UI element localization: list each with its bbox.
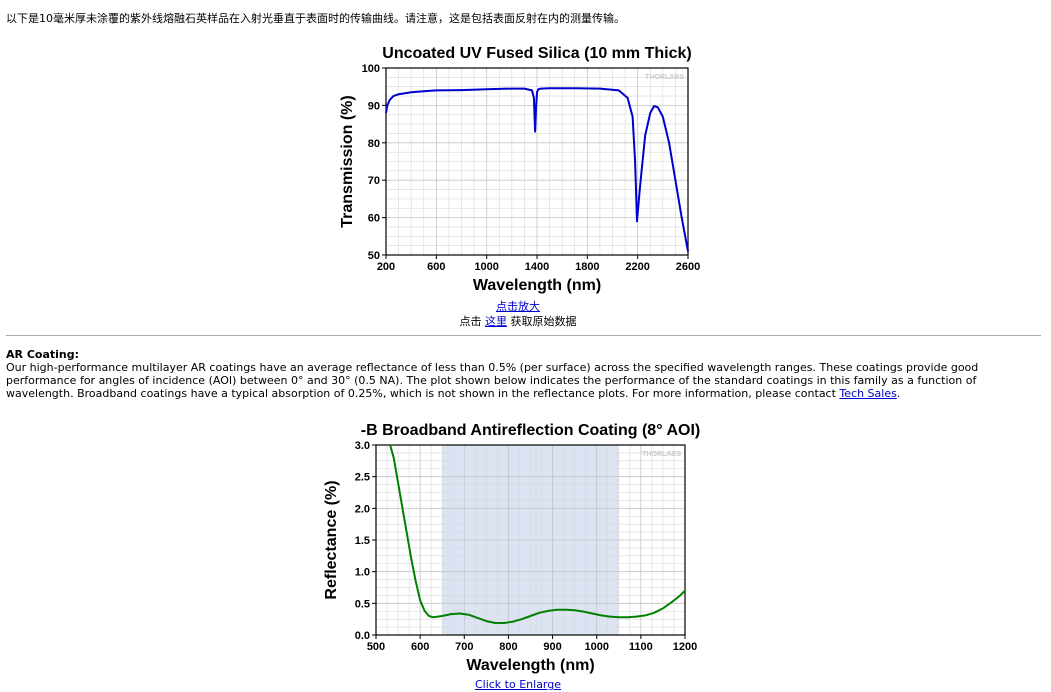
y-tick-label: 70 [368, 175, 380, 187]
x-tick-label: 700 [455, 641, 473, 653]
x-tick-label: 1200 [673, 641, 697, 653]
x-axis-label: Wavelength (nm) [473, 277, 601, 294]
y-tick-label: 60 [368, 213, 380, 225]
y-tick-label: 0.5 [355, 598, 370, 610]
ar-coating-body: Our high-performance multilayer AR coati… [6, 361, 1042, 400]
ar-coating-heading: AR Coating: [6, 348, 79, 361]
x-tick-label: 1800 [575, 261, 599, 273]
y-tick-label: 90 [368, 100, 380, 112]
x-tick-label: 600 [411, 641, 429, 653]
section-divider [6, 335, 1041, 336]
series-line [385, 87, 689, 252]
x-tick-label: 200 [377, 261, 395, 273]
x-tick-label: 1100 [629, 641, 653, 653]
reflectance-chart-svg: -B Broadband Antireflection Coating (8° … [323, 422, 700, 674]
x-tick-label: 500 [367, 641, 385, 653]
thorlabs-watermark: THORLABS [642, 451, 681, 458]
ar-coating-section: AR Coating: Our high-performance multila… [6, 348, 1042, 400]
x-tick-label: 600 [427, 261, 445, 273]
x-tick-label: 2600 [676, 261, 700, 273]
y-tick-label: 2.5 [355, 472, 370, 484]
intro-text: 以下是10毫米厚未涂覆的紫外线熔融石英样品在入射光垂直于表面时的传输曲线。请注意… [6, 12, 625, 25]
y-tick-label: 1.0 [355, 567, 370, 579]
x-tick-label: 1000 [584, 641, 608, 653]
y-tick-label: 50 [368, 250, 380, 262]
ar-coating-end: . [896, 387, 901, 400]
chart-title: -B Broadband Antireflection Coating (8° … [361, 422, 700, 439]
ar-coating-text: Our high-performance multilayer AR coati… [6, 361, 979, 400]
enlarge-link[interactable]: 点击放大 [496, 300, 540, 313]
y-tick-label: 1.5 [355, 535, 370, 547]
raw-data-suffix: 获取原始数据 [507, 315, 577, 328]
x-tick-label: 900 [543, 641, 561, 653]
y-axis-label: Reflectance (%) [323, 480, 340, 599]
x-tick-label: 1000 [474, 261, 498, 273]
y-tick-label: 2.0 [355, 503, 370, 515]
y-tick-label: 80 [368, 138, 380, 150]
tech-sales-link[interactable]: Tech Sales [839, 387, 897, 400]
chart-title: Uncoated UV Fused Silica (10 mm Thick) [382, 45, 691, 62]
thorlabs-watermark: THORLABS [645, 74, 684, 81]
x-tick-label: 1400 [525, 261, 549, 273]
transmission-chart: Uncoated UV Fused Silica (10 mm Thick) TH… [330, 40, 710, 295]
y-tick-label: 100 [362, 63, 380, 75]
x-axis-label: Wavelength (nm) [466, 657, 594, 674]
transmission-chart-svg: Uncoated UV Fused Silica (10 mm Thick) TH… [339, 45, 700, 294]
y-axis-label: Transmission (%) [339, 95, 356, 227]
raw-data-link[interactable]: 这里 [485, 315, 507, 328]
click-to-enlarge-link[interactable]: Click to Enlarge [474, 678, 562, 691]
series-line [389, 444, 686, 624]
y-tick-label: 0.0 [355, 630, 370, 642]
x-tick-label: 2200 [625, 261, 649, 273]
y-tick-label: 3.0 [355, 440, 370, 452]
x-tick-label: 800 [499, 641, 517, 653]
raw-data-prefix: 点击 [459, 315, 485, 328]
raw-data-line: 点击 这里 获取原始数据 [418, 313, 618, 329]
reflectance-chart: -B Broadband Antireflection Coating (8° … [316, 418, 706, 676]
